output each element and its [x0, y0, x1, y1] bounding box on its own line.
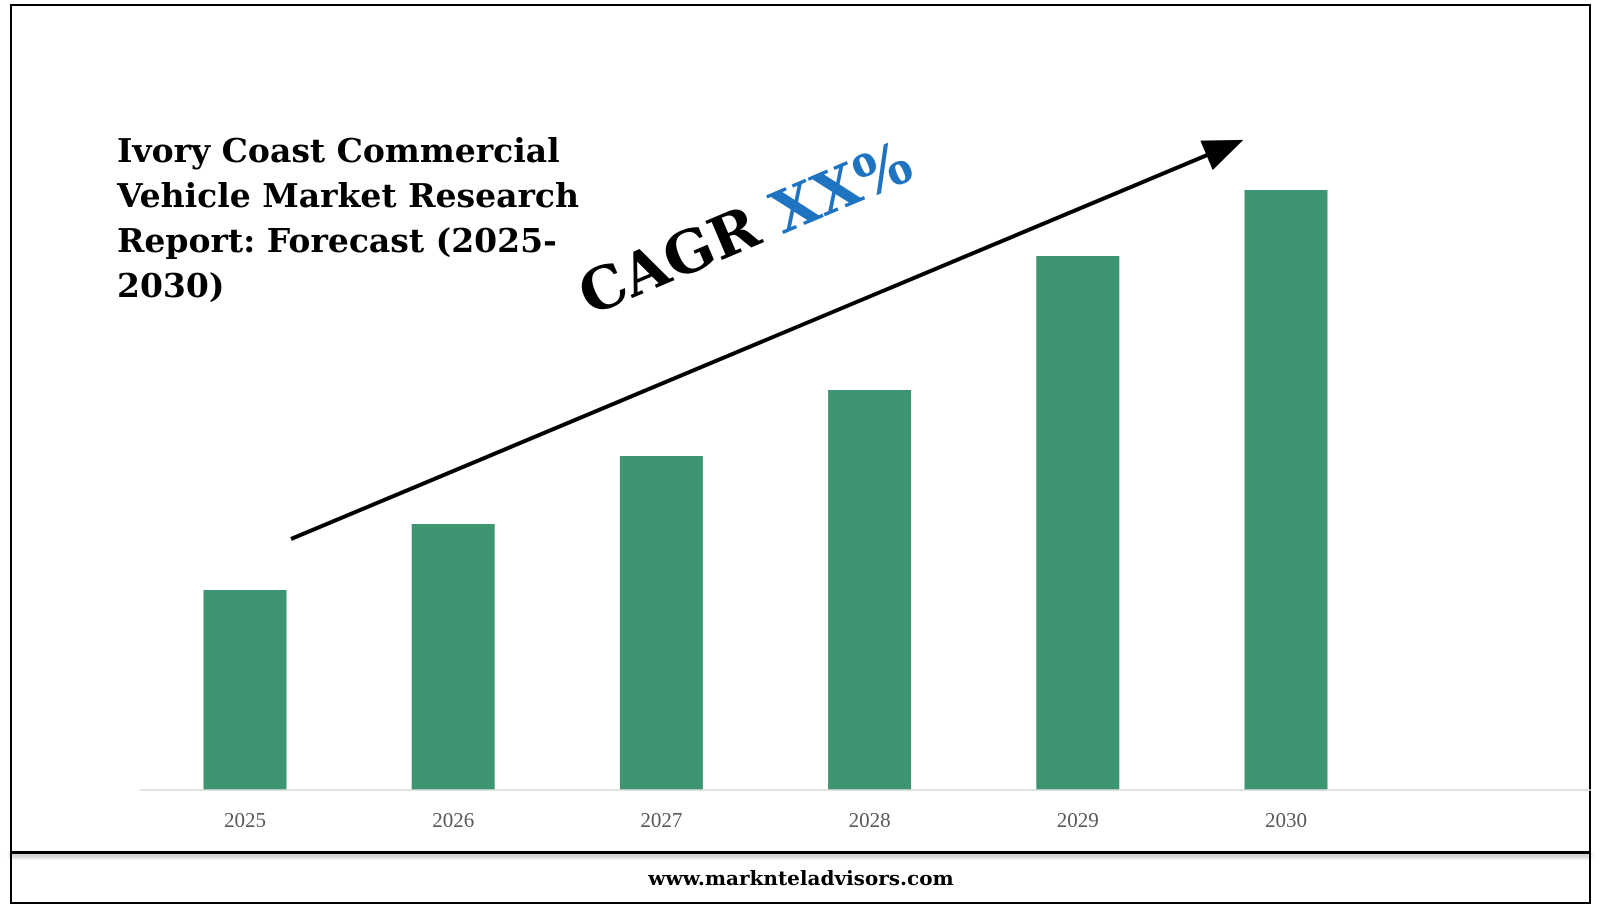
x-tick-labels: 2025 2026 2027 2028 2029 2030	[224, 808, 1307, 832]
trend-arrow	[290, 139, 1244, 541]
x-tick-label-2028: 2028	[849, 808, 891, 832]
bar-2028	[828, 390, 912, 790]
x-tick-label-2029: 2029	[1057, 808, 1099, 832]
x-tick-label-2027: 2027	[640, 808, 682, 832]
bar-2025	[203, 590, 287, 790]
chart-title: Ivory Coast Commercial Vehicle Market Re…	[117, 131, 579, 305]
bars-group	[203, 190, 1328, 790]
x-tick-label-2026: 2026	[432, 808, 474, 832]
x-tick-label-2025: 2025	[224, 808, 266, 832]
x-tick-label-2030: 2030	[1265, 808, 1307, 832]
bar-2026	[411, 524, 495, 790]
bar-2030	[1244, 190, 1328, 790]
bar-2027	[619, 456, 703, 790]
bar-2029	[1036, 256, 1120, 790]
footer-divider	[10, 851, 1591, 854]
footer-url: www.marknteladvisors.com	[648, 866, 954, 890]
